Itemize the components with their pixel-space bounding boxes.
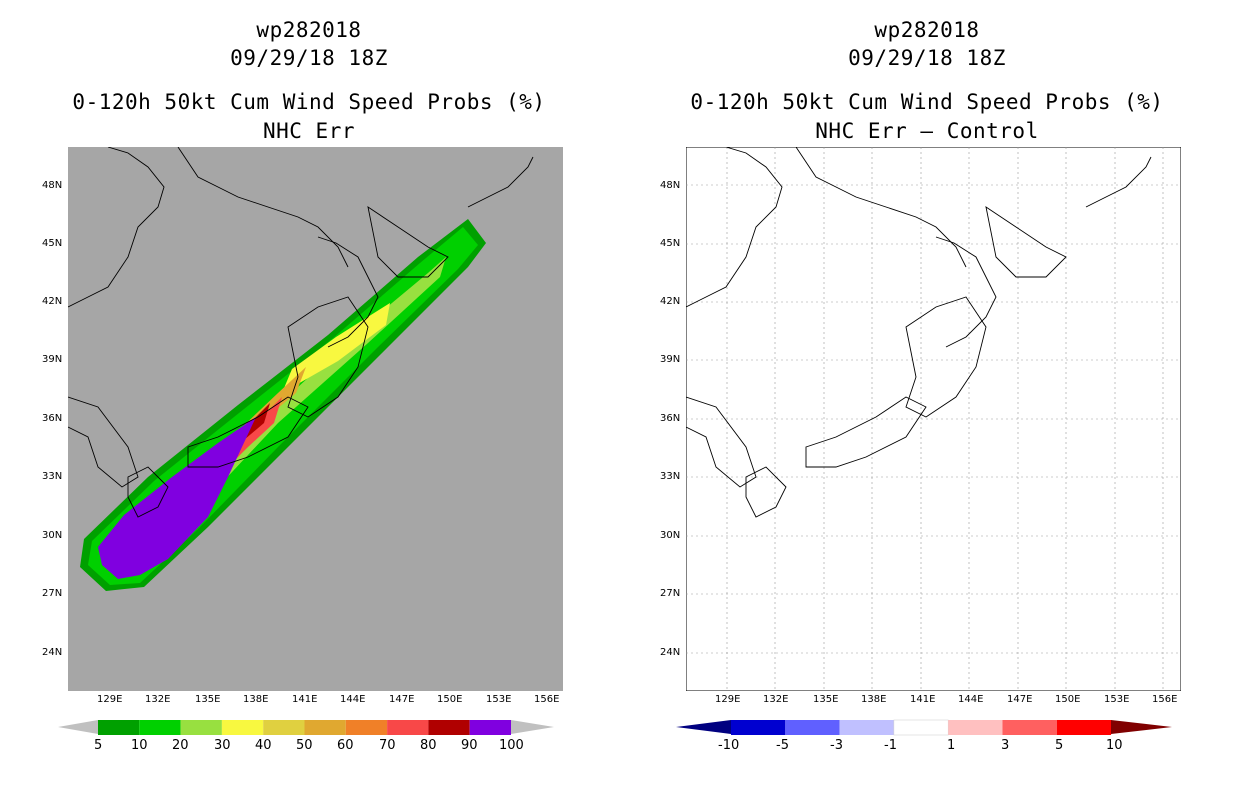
colorbar-swatch [221,720,264,735]
lat-label: 45N [42,238,63,249]
lat-label: 45N [660,238,681,249]
colorbar-label: 90 [461,738,478,753]
lat-label: 39N [660,354,681,365]
colorbar-label: -1 [884,738,897,753]
lat-label: 33N [660,471,681,482]
lon-label: 150E [1055,694,1081,705]
colorbar-label: 30 [214,738,231,753]
right-colorbar [676,719,1172,736]
lon-label: 147E [1007,694,1033,705]
colorbar-label: 40 [255,738,272,753]
colorbar-label: 60 [337,738,354,753]
colorbar-high-arrow [511,720,554,734]
lon-label: 153E [1104,694,1130,705]
lon-label: 138E [861,694,887,705]
lat-label: 48N [42,180,63,191]
colorbar-label: 1 [947,738,956,753]
colorbar-label: 3 [1001,738,1010,753]
colorbar-low-arrow [676,720,731,734]
lat-label: 30N [42,530,63,541]
coastline [686,147,1152,518]
lon-label: 156E [534,694,560,705]
coastline [68,147,534,518]
lat-label: 30N [660,530,681,541]
lon-label: 141E [292,694,318,705]
lat-label: 33N [42,471,63,482]
colorbar-swatch [428,720,470,735]
lon-label: 135E [813,694,839,705]
lon-label: 135E [195,694,221,705]
left-product-title: 0-120h 50kt Cum Wind Speed Probs (%) [72,90,546,114]
lat-label: 27N [660,588,681,599]
right-date: 09/29/18 18Z [848,46,1006,70]
colorbar-swatch [387,720,429,735]
lat-label: 36N [42,413,63,424]
colorbar-label: 5 [1055,738,1064,753]
right-panel: wp282018 09/29/18 18Z 0-120h 50kt Cum Wi… [618,0,1236,800]
right-map [686,147,1181,691]
colorbar-label: 5 [94,738,103,753]
colorbar-swatch [139,720,181,735]
lon-label: 147E [389,694,415,705]
colorbar-swatch [345,720,388,735]
lat-label: 39N [42,354,63,365]
left-date: 09/29/18 18Z [230,46,388,70]
colorbar-high-arrow [1111,720,1172,734]
colorbar-swatch [839,720,894,735]
lon-label: 132E [763,694,789,705]
colorbar-label: -10 [718,738,740,753]
right-storm-id: wp282018 [874,18,980,42]
lon-label: 129E [715,694,741,705]
left-subtitle: NHC Err [262,119,355,143]
lat-label: 24N [42,647,63,658]
colorbar-label: 70 [379,738,396,753]
colorbar-label: 50 [296,738,313,753]
left-storm-id: wp282018 [256,18,362,42]
colorbar-label: 10 [131,738,148,753]
colorbar-swatch [731,720,786,735]
colorbar-swatch [893,719,949,736]
probability-swath [80,219,486,591]
colorbar-label: 10 [1106,738,1123,753]
lon-label: 141E [910,694,936,705]
colorbar-swatch [1002,720,1057,735]
colorbar-label: -5 [776,738,789,753]
colorbar-swatch [304,720,346,735]
colorbar-swatch [263,720,305,735]
lat-label: 24N [660,647,681,658]
colorbar-swatch [948,720,1003,735]
lat-label: 27N [42,588,63,599]
lon-label: 156E [1152,694,1178,705]
colorbar-swatch [469,720,511,735]
colorbar-label: 80 [420,738,437,753]
lon-label: 153E [486,694,512,705]
lon-label: 144E [958,694,984,705]
lat-label: 42N [42,296,63,307]
left-map [68,147,563,691]
left-colorbar [58,720,554,735]
colorbar-swatch [1056,720,1112,735]
lon-label: 144E [340,694,366,705]
colorbar-swatch [180,720,222,735]
lat-label: 42N [660,296,681,307]
lon-label: 132E [145,694,171,705]
right-product-title: 0-120h 50kt Cum Wind Speed Probs (%) [690,90,1164,114]
gridlines [686,147,1181,691]
colorbar-label: 20 [172,738,189,753]
colorbar-label: -3 [830,738,843,753]
lat-label: 36N [660,413,681,424]
colorbar-low-arrow [58,720,98,734]
lon-label: 150E [437,694,463,705]
colorbar-label: 100 [499,738,524,753]
lat-label: 48N [660,180,681,191]
right-subtitle: NHC Err – Control [815,119,1039,143]
lon-label: 138E [243,694,269,705]
colorbar-swatch [785,720,840,735]
right-map-background [686,147,1181,691]
colorbar-swatch [98,720,140,735]
lon-label: 129E [97,694,123,705]
left-panel: wp282018 09/29/18 18Z 0-120h 50kt Cum Wi… [42,18,563,753]
